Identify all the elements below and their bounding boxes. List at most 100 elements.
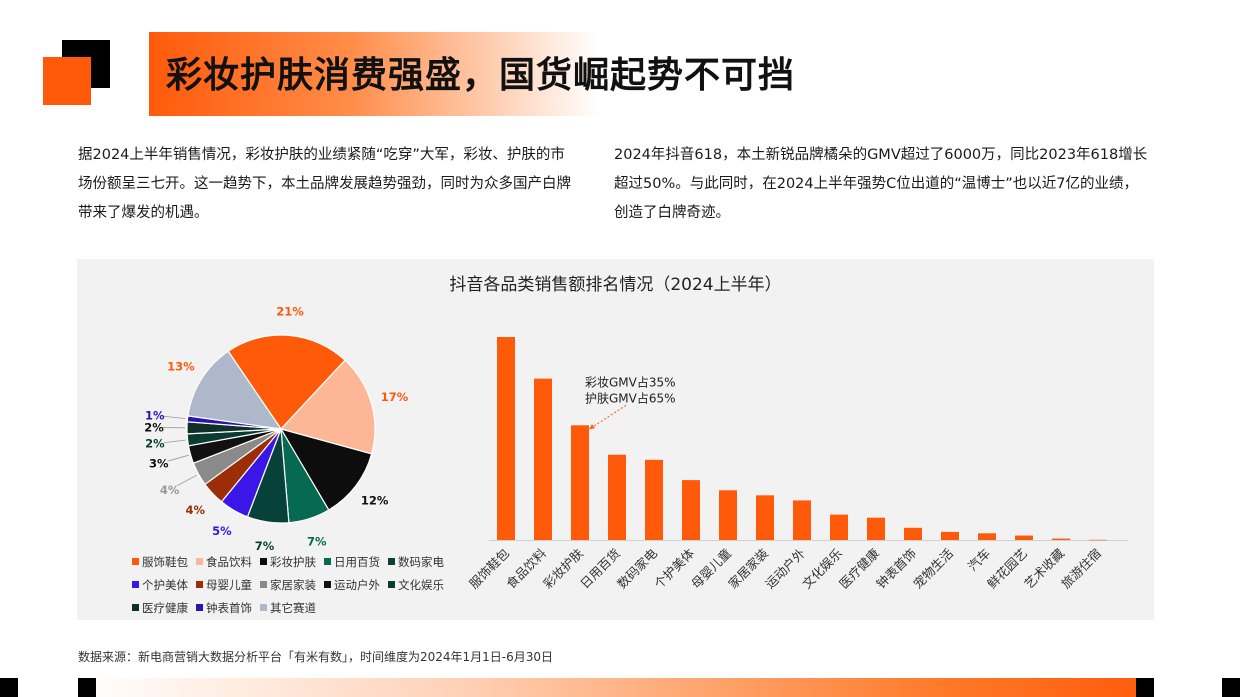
x-tick-label: 日用百货 <box>577 546 623 592</box>
pie-slice-label: 3% <box>149 457 169 471</box>
bar <box>645 459 663 540</box>
pie-leader-line <box>163 415 186 420</box>
x-tick-label: 家居家装 <box>725 546 771 592</box>
legend-swatch <box>260 558 267 565</box>
pie-slice-label: 17% <box>381 390 409 404</box>
legend-label: 家居家装 <box>270 577 316 592</box>
pie-slice-label: 4% <box>160 483 180 497</box>
legend-item: 个护美体 <box>132 573 188 596</box>
bar <box>497 337 515 540</box>
legend-label: 数码家电 <box>398 554 444 569</box>
chart-panel: 抖音各品类销售额排名情况（2024上半年） 21% 17% 12% 7% 7% 5% 4% 4… <box>77 259 1154 620</box>
footer-block-right <box>1136 678 1154 697</box>
bar <box>978 533 996 540</box>
legend-swatch <box>388 558 395 565</box>
x-tick-label: 服饰鞋包 <box>466 546 512 592</box>
legend-swatch <box>196 604 203 611</box>
bar <box>941 531 959 540</box>
bar <box>534 378 552 540</box>
bar <box>719 490 737 540</box>
legend-label: 文化娱乐 <box>398 577 444 592</box>
corner-block-left <box>0 678 18 697</box>
pie-slice-label: 1% <box>145 408 165 422</box>
legend-item: 医疗健康 <box>132 596 188 619</box>
legend-swatch <box>388 581 395 588</box>
pie-slice-label: 13% <box>167 360 195 374</box>
legend-swatch <box>196 581 203 588</box>
pie-slice-label: 12% <box>361 494 389 508</box>
pie-slice <box>227 334 346 430</box>
pie-leader-line <box>163 439 186 444</box>
x-tick-label: 鲜花园艺 <box>984 546 1030 592</box>
legend-item: 运动户外 <box>324 573 380 596</box>
legend-item: 彩妆护肤 <box>260 550 316 573</box>
legend-swatch <box>132 604 139 611</box>
bar <box>682 480 700 540</box>
pie-slice-label: 4% <box>185 503 205 517</box>
bar <box>1015 535 1033 540</box>
bar <box>867 517 885 540</box>
legend-swatch <box>132 558 139 565</box>
pie-slice-label: 2% <box>145 437 165 451</box>
legend-label: 彩妆护肤 <box>270 554 316 569</box>
pie-slice <box>279 428 373 511</box>
bar <box>756 495 774 540</box>
legend-item: 食品饮料 <box>196 550 252 573</box>
decor-square-orange <box>43 57 91 105</box>
x-tick-label: 母婴儿童 <box>688 546 734 592</box>
corner-block-right <box>1222 678 1240 697</box>
intro-paragraph-right: 2024年抖音618，本土新锐品牌橘朵的GMV超过了6000万，同比2023年6… <box>614 147 1148 221</box>
bar-annotation-line: 护肤GMV占65% <box>585 390 676 405</box>
legend-swatch <box>324 581 331 588</box>
legend-label: 运动户外 <box>334 577 380 592</box>
legend-label: 其它赛道 <box>270 600 316 615</box>
bar <box>904 527 922 540</box>
bar <box>571 425 589 540</box>
pie-slice-label: 2% <box>144 420 164 434</box>
legend-item: 家居家装 <box>260 573 316 596</box>
intro-paragraph-left: 据2024上半年销售情况，彩妆护肤的业绩紧随“吃穿”大军，彩妆、护肤的市场份额呈… <box>78 147 571 221</box>
legend-label: 母婴儿童 <box>206 577 252 592</box>
legend-item: 母婴儿童 <box>196 573 252 596</box>
data-source-note: 数据来源：新电商营销大数据分析平台「有米有数」，时间维度为2024年1月1日-6… <box>78 650 554 664</box>
x-tick-label: 钟表首饰 <box>873 546 919 592</box>
legend-swatch <box>260 581 267 588</box>
pie-slice-label: 5% <box>212 524 232 538</box>
legend-item: 钟表首饰 <box>196 596 252 619</box>
footer-block-left <box>78 678 96 697</box>
pie-leader-line <box>167 454 189 462</box>
legend-label: 钟表首饰 <box>206 600 252 615</box>
legend-label: 服饰鞋包 <box>142 554 188 569</box>
bar-chart: 服饰鞋包食品饮料彩妆护肤日用百货数码家电个护美体母婴儿童家居家装运动户外文化娱乐… <box>466 337 1128 592</box>
bar <box>1089 539 1107 541</box>
legend-item: 其它赛道 <box>260 596 316 619</box>
x-tick-label: 旅游住宿 <box>1058 546 1104 592</box>
pie-slice-label: 7% <box>255 539 275 553</box>
annotation-arrowhead <box>589 424 595 430</box>
x-tick-label: 文化娱乐 <box>799 546 845 592</box>
pie-slice <box>187 350 283 430</box>
pie-slice-label: 21% <box>276 304 304 318</box>
legend-item: 日用百货 <box>324 550 380 573</box>
legend-swatch <box>132 581 139 588</box>
x-tick-label: 汽车 <box>965 546 993 574</box>
legend-label: 医疗健康 <box>142 600 188 615</box>
pie-slice <box>279 359 376 455</box>
legend-label: 食品饮料 <box>206 554 252 569</box>
chart-title: 抖音各品类销售额排名情况（2024上半年） <box>449 275 782 295</box>
legend-swatch <box>196 558 203 565</box>
pie-leader-line <box>177 474 197 486</box>
bar-annotation-line: 彩妆GMV占35% <box>585 374 676 389</box>
bar <box>830 514 848 540</box>
annotation-arrow <box>588 404 627 430</box>
x-tick-label: 宠物生活 <box>910 546 956 592</box>
legend-label: 日用百货 <box>334 554 380 569</box>
page-title: 彩妆护肤消费强盛，国货崛起势不可挡 <box>166 55 796 96</box>
bar <box>608 454 626 540</box>
legend-item: 数码家电 <box>388 550 444 573</box>
pie-slice-label: 7% <box>307 534 327 548</box>
title-bar <box>149 32 599 116</box>
pie-legend: 服饰鞋包 食品饮料 彩妆护肤 日用百货 数码家电个护美体 母婴儿童 家居家装 运动户外 文化娱乐… <box>132 550 462 619</box>
legend-swatch <box>324 558 331 565</box>
bar <box>793 500 811 540</box>
